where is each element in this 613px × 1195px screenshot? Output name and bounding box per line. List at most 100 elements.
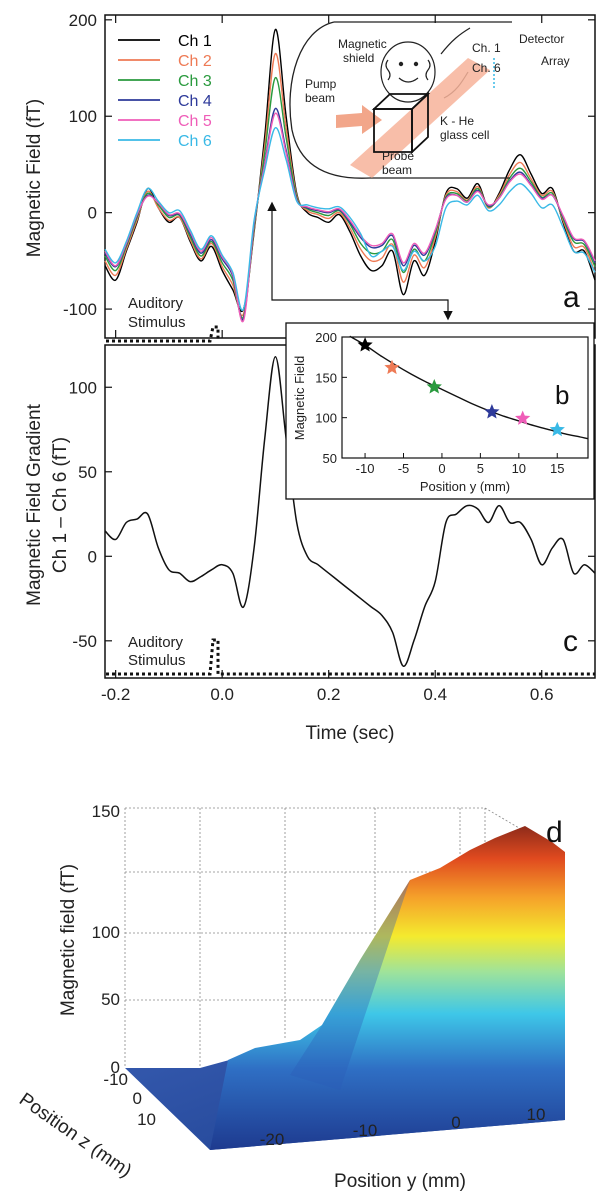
panel-d-ztick-label: 0 (111, 1058, 120, 1077)
panel-b-point-4 (484, 404, 500, 419)
shield-outline (289, 21, 510, 179)
panel-c-stimulus-marker (106, 638, 595, 676)
panel-b-label: b (555, 380, 569, 410)
panel-d-depth-label: Position z (mm) (15, 1089, 135, 1182)
label-magnetic: Magnetic (338, 37, 387, 51)
panel-a-label: a (563, 281, 580, 314)
panel-c-ytick-label: -50 (72, 632, 97, 651)
panel-b-point-5 (515, 410, 531, 425)
panel-a-y-ticks: 200 100 0 -100 (63, 11, 595, 319)
panel-a-ytick-label: 0 (88, 204, 97, 223)
panel-d-ztick-label: 100 (92, 923, 120, 942)
head-eye-left (398, 61, 404, 67)
head-mouth (398, 77, 419, 83)
panel-b-xtick-label: 0 (438, 461, 445, 476)
panel-d-depth-tick-label: 10 (137, 1110, 156, 1129)
panel-d-y-ticks: -20 -10 0 10 (260, 1105, 546, 1149)
panel-c-ytick-label: 0 (88, 547, 97, 566)
panel-a-stimulus-text-1: Auditory (128, 295, 184, 312)
legend-label-ch3: Ch 3 (178, 73, 212, 90)
label-probe-beam: beam (382, 163, 412, 177)
panel-b-xtick-label: 10 (512, 461, 526, 476)
panel-b-point-3 (426, 379, 442, 394)
label-detector: Detector (519, 32, 564, 46)
panel-b-ytick-label: 150 (315, 370, 337, 385)
panel-a-legend: Ch 1 Ch 2 Ch 3 Ch 4 Ch 5 Ch 6 (118, 33, 212, 150)
panel-c-xtick-label: -0.2 (101, 685, 130, 704)
panel-b-frame (341, 336, 589, 459)
panel-b-ytick-label: 100 (315, 411, 337, 426)
label-ch6: Ch. 6 (472, 61, 501, 75)
panel-c-y-label-2: Ch 1 – Ch 6 (fT) (50, 437, 71, 573)
panel-a: 200 100 0 -100 Magnetic Field (fT) a Audito… (24, 11, 596, 343)
setup-diagram: Magnetic shield Pump beam Probe beam K -… (289, 21, 570, 179)
panel-b-xtick-label: -10 (356, 461, 375, 476)
panel-c-gradient-line (104, 356, 596, 667)
glass-cell (371, 91, 431, 155)
head-ear-left (385, 59, 391, 81)
surface-ridge (210, 826, 565, 1150)
panel-b-x-label: Position y (mm) (420, 479, 510, 494)
panel-a-line-ch6 (104, 127, 596, 312)
legend-label-ch6: Ch 6 (178, 133, 212, 150)
panel-d-depth-tick-label: 0 (133, 1089, 142, 1108)
panel-d-z-label: Magnetic field (fT) (58, 864, 79, 1016)
label-glass-cell: glass cell (440, 128, 489, 142)
panel-d-ytick-label: -10 (353, 1121, 378, 1140)
panel-a-series (104, 28, 596, 323)
legend-label-ch2: Ch 2 (178, 53, 212, 70)
panel-c-xtick-label: 0.4 (423, 685, 447, 704)
panel-c-x-ticks: -0.2 0.0 0.2 0.4 0.6 (101, 15, 554, 704)
detector-channel-1-line (440, 27, 471, 55)
panel-d-depth-tick-label: -10 (103, 1070, 128, 1089)
panel-d-z-ticks: 0 50 100 150 (92, 802, 120, 1077)
panel-a-line-ch2 (104, 52, 596, 317)
panel-c-label: c (563, 625, 578, 658)
panel-d-ytick-label: 0 (451, 1113, 460, 1132)
panel-b-xtick-label: 5 (477, 461, 484, 476)
surface-shading (290, 880, 410, 1090)
panel-c-ytick-label: 100 (69, 378, 97, 397)
panel-b-y-ticks: 50 100 150 200 (315, 330, 347, 466)
label-ch1: Ch. 1 (472, 41, 501, 55)
panel-b-y-label: Magnetic Field (292, 356, 307, 441)
pump-beam-arrow (336, 105, 382, 134)
panel-a-line-ch5 (104, 112, 596, 323)
legend-label-ch5: Ch 5 (178, 113, 212, 130)
panel-a-line-ch1 (104, 28, 596, 312)
label-pump-beam: beam (305, 91, 335, 105)
panel-c-xtick-label: 0.2 (317, 685, 341, 704)
panel-b-box (285, 322, 595, 500)
label-k-he: K - He (440, 114, 474, 128)
panel-b-ytick-label: 200 (315, 330, 337, 345)
panel-d-ztick-label: 50 (101, 990, 120, 1009)
panel-d-y-label: Position y (mm) (334, 1171, 466, 1192)
panel-a-stimulus-text-2: Stimulus (128, 314, 186, 331)
panel-b-ytick-label: 50 (323, 451, 337, 466)
panel-b-x-ticks: -10 -5 0 5 10 15 (356, 453, 564, 476)
legend-label-ch4: Ch 4 (178, 93, 212, 110)
label-probe: Probe (382, 149, 414, 163)
panel-a-stimulus-marker (106, 325, 220, 343)
panel-b-xtick-label: 15 (550, 461, 564, 476)
panel-a-ytick-label: -100 (63, 300, 97, 319)
head-ear-right (425, 59, 431, 81)
panel-b-point-1 (357, 337, 373, 352)
panel-a-y-label: Magnetic Field (fT) (24, 99, 45, 257)
panel-d-ztick-label: 150 (92, 802, 120, 821)
head-eye-right (413, 61, 419, 67)
head-icon (380, 41, 436, 103)
panel-c-y-label-1: Magnetic Field Gradient (24, 403, 45, 605)
panel-b-point-2 (384, 359, 400, 375)
panel-b: -10 -5 0 5 10 15 50 100 150 200 Magnetic Field P… (285, 322, 595, 500)
panel-d-ytick-label: 10 (527, 1105, 546, 1124)
panel-c-xtick-label: 0.0 (210, 685, 234, 704)
panel-a-ytick-label: 200 (69, 11, 97, 30)
label-shield: shield (343, 51, 374, 65)
panel-d-ytick-label: -20 (260, 1130, 285, 1149)
panel-c-stimulus-text-1: Auditory (128, 634, 184, 651)
label-pump: Pump (305, 77, 337, 91)
